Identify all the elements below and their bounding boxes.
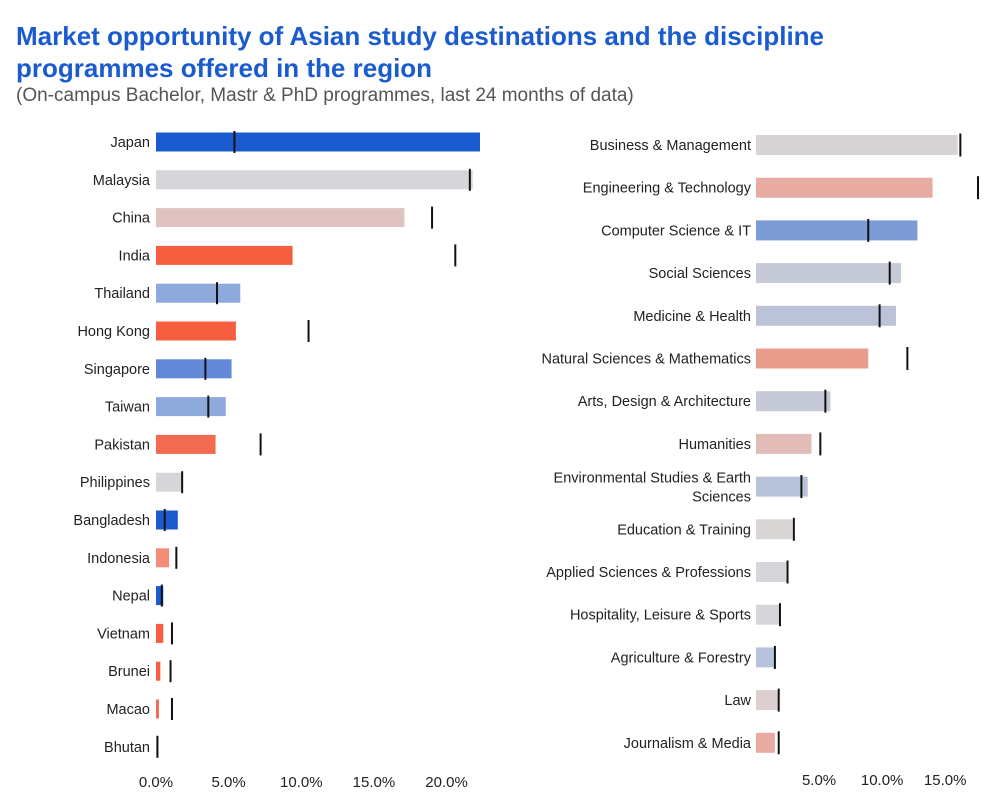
category-label-singapore: Singapore bbox=[84, 362, 150, 378]
bar-singapore bbox=[156, 359, 232, 379]
chart-subtitle: (On-campus Bachelor, Mastr & PhD program… bbox=[16, 85, 634, 106]
category-label-applied-sciences-professions: Applied Sciences & Professions bbox=[546, 565, 751, 581]
bar-applied-sciences-professions bbox=[756, 562, 787, 582]
bar-computer-science-it bbox=[756, 220, 918, 241]
category-label-brunei: Brunei bbox=[108, 664, 150, 680]
bar-china bbox=[156, 208, 405, 228]
tick-label-15-0: 15.0% bbox=[353, 774, 396, 791]
bar-environmental-studies-earth-sciences bbox=[756, 476, 808, 497]
bar-medicine-health bbox=[756, 305, 897, 326]
bar-malaysia bbox=[156, 170, 473, 190]
bar-philippines bbox=[156, 472, 183, 492]
tick-label-10-0: 10.0% bbox=[280, 774, 323, 791]
bar-law bbox=[756, 690, 779, 711]
tick-label-0-0: 0.0% bbox=[139, 774, 173, 791]
bar-engineering-technology bbox=[756, 177, 933, 198]
bar-social-sciences bbox=[756, 263, 902, 284]
bar-bhutan bbox=[156, 737, 157, 757]
category-label-arts-design-architecture: Arts, Design & Architecture bbox=[578, 394, 751, 410]
category-label-hospitality-leisure-sports: Hospitality, Leisure & Sports bbox=[570, 608, 751, 624]
category-label-business-management: Business & Management bbox=[590, 138, 751, 154]
bar-natural-sciences-mathematics bbox=[756, 348, 869, 369]
bar-nepal bbox=[156, 586, 164, 606]
category-label-humanities: Humanities bbox=[678, 437, 751, 453]
category-label-natural-sciences-mathematics: Natural Sciences & Mathematics bbox=[541, 352, 751, 368]
bar-bangladesh bbox=[156, 510, 178, 530]
bar-macao bbox=[156, 699, 159, 719]
category-label-environmental-studies-earth-sciences: Environmental Studies & Earth Sciences bbox=[554, 471, 751, 506]
category-label-malaysia: Malaysia bbox=[93, 173, 151, 189]
tick-label-5-0: 5.0% bbox=[802, 772, 836, 789]
category-label-computer-science-it: Computer Science & IT bbox=[601, 223, 751, 239]
category-label-bangladesh: Bangladesh bbox=[73, 513, 150, 529]
category-label-journalism-media: Journalism & Media bbox=[624, 736, 752, 752]
bar-business-management bbox=[756, 135, 958, 155]
bar-taiwan bbox=[156, 397, 226, 417]
bar-journalism-media bbox=[756, 732, 775, 753]
category-label-law: Law bbox=[724, 693, 751, 709]
bar-arts-design-architecture bbox=[756, 391, 831, 412]
bar-agriculture-forestry bbox=[756, 647, 775, 668]
category-label-medicine-health: Medicine & Health bbox=[633, 309, 751, 325]
bar-humanities bbox=[756, 433, 812, 454]
tick-label-10-0: 10.0% bbox=[861, 772, 904, 789]
category-label-engineering-technology: Engineering & Technology bbox=[583, 181, 752, 197]
category-label-china: China bbox=[112, 211, 151, 227]
category-label-japan: Japan bbox=[110, 135, 150, 151]
bar-education-training bbox=[756, 519, 793, 540]
bar-pakistan bbox=[156, 434, 216, 454]
category-label-indonesia: Indonesia bbox=[87, 551, 151, 567]
chart-title: Market opportunity of Asian study destin… bbox=[16, 21, 825, 83]
category-label-nepal: Nepal bbox=[112, 589, 150, 605]
category-label-agriculture-forestry: Agriculture & Forestry bbox=[611, 650, 752, 666]
bar-vietnam bbox=[156, 623, 164, 643]
tick-label-5-0: 5.0% bbox=[212, 774, 246, 791]
bar-japan bbox=[156, 132, 480, 152]
bar-thailand bbox=[156, 283, 241, 303]
bar-hong-kong bbox=[156, 321, 236, 341]
category-label-social-sciences: Social Sciences bbox=[649, 266, 751, 282]
category-label-hong-kong: Hong Kong bbox=[77, 324, 150, 340]
category-label-taiwan: Taiwan bbox=[105, 400, 150, 416]
category-label-bhutan: Bhutan bbox=[104, 740, 150, 756]
tick-label-20-0: 20.0% bbox=[425, 774, 468, 791]
category-label-education-training: Education & Training bbox=[617, 522, 751, 538]
tick-label-15-0: 15.0% bbox=[924, 772, 967, 789]
category-label-vietnam: Vietnam bbox=[97, 626, 150, 642]
bar-brunei bbox=[156, 661, 161, 681]
bar-hospitality-leisure-sports bbox=[756, 604, 780, 625]
bar-india bbox=[156, 245, 293, 265]
bar-indonesia bbox=[156, 548, 170, 568]
category-label-india: India bbox=[119, 248, 151, 264]
category-label-pakistan: Pakistan bbox=[94, 437, 150, 453]
category-label-macao: Macao bbox=[106, 702, 150, 718]
category-label-thailand: Thailand bbox=[94, 286, 150, 302]
category-label-philippines: Philippines bbox=[80, 475, 150, 491]
